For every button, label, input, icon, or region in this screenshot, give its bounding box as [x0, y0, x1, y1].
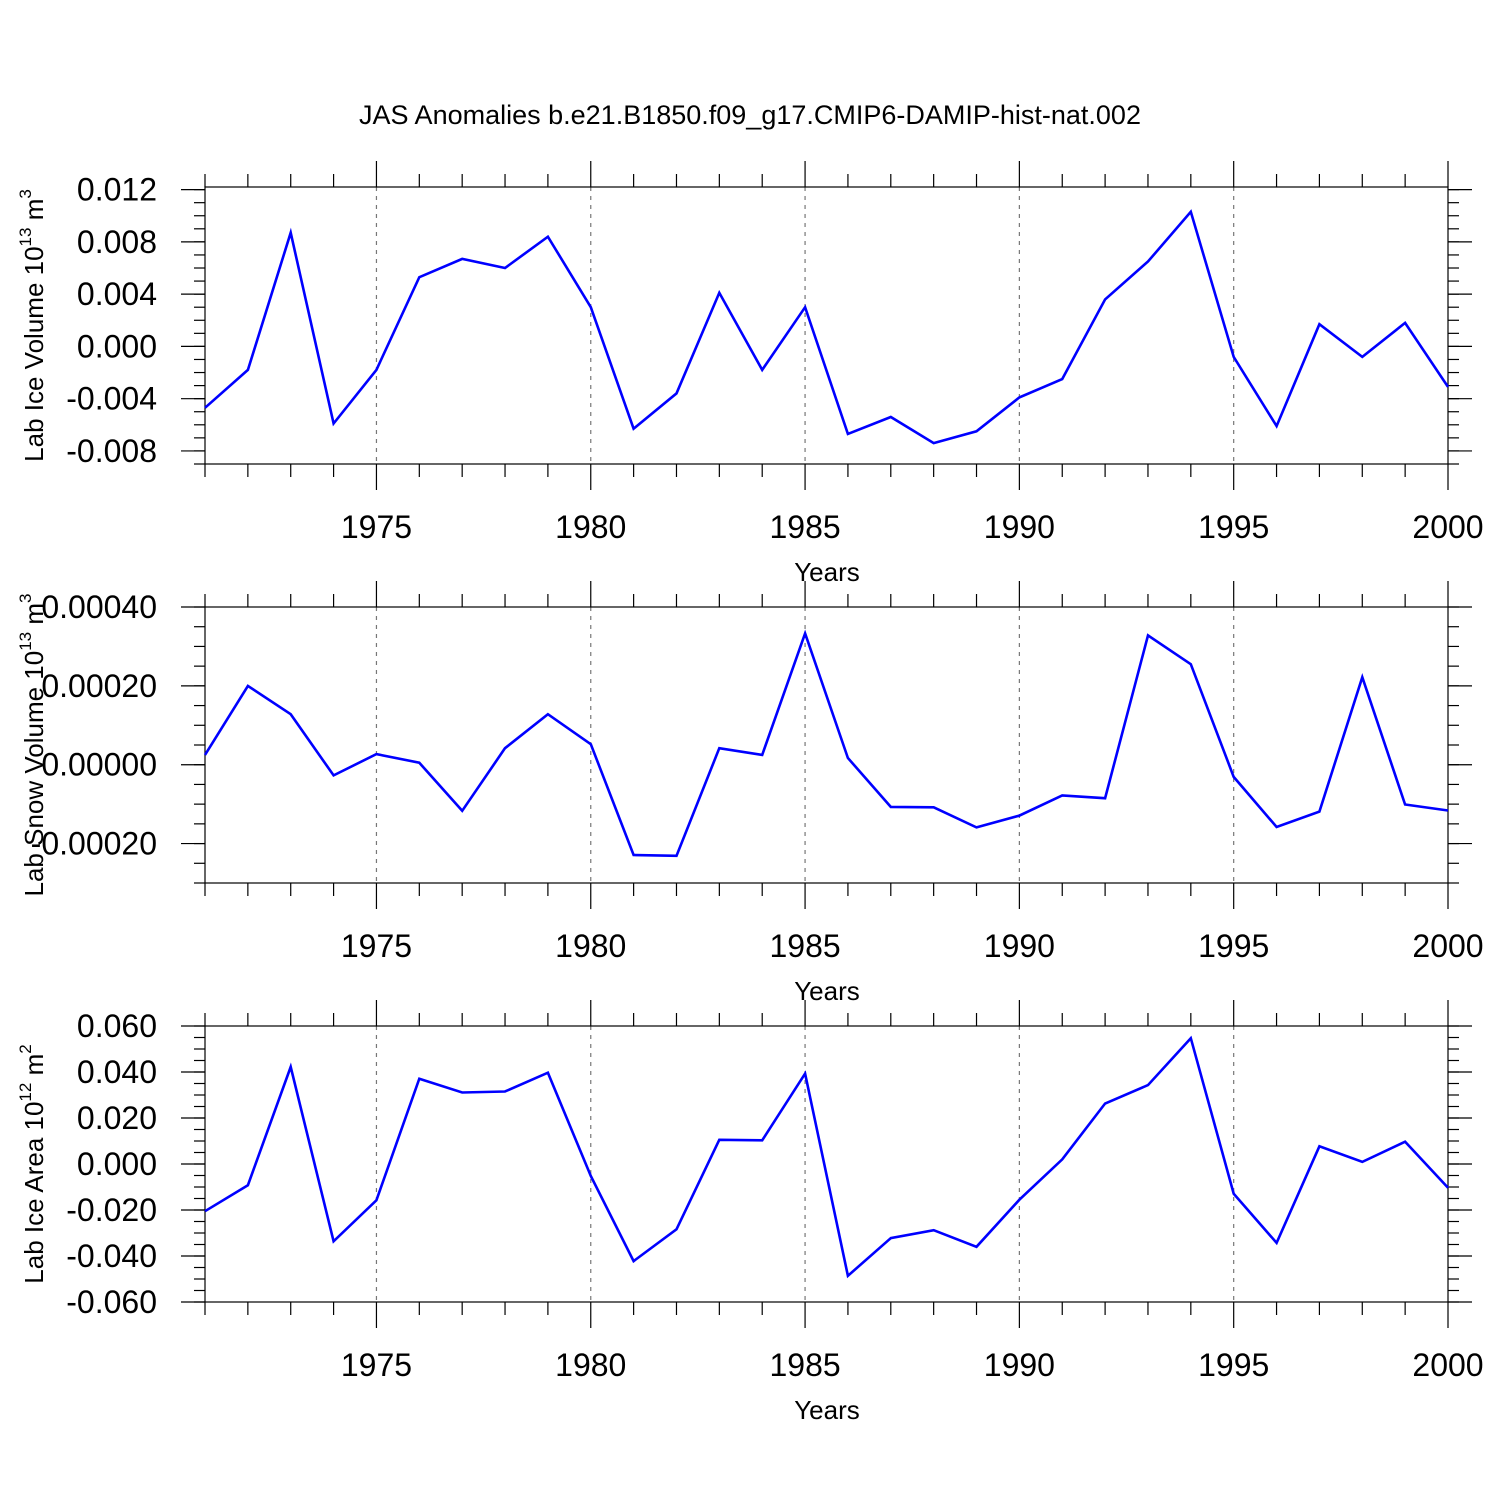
series-line-lab-snow-volume [203, 629, 1449, 858]
y-tick-label: -0.020 [66, 1192, 157, 1228]
y-tick-label: -0.004 [66, 381, 157, 417]
x-tick-label-1995: 1995 [1198, 1347, 1269, 1383]
x-tick-label-1990: 1990 [984, 509, 1055, 545]
x-tick-label-1985: 1985 [769, 928, 840, 964]
y-tick-label: -0.008 [66, 433, 157, 469]
series-line-lab-ice-area [204, 1035, 1449, 1279]
panel-lab-ice-area: 0.060 0.040 0.020 0.000 -0.020 -0.040 -0.060 19… [16, 1000, 1484, 1425]
panel-lab-ice-volume: 0.012 0.008 0.004 0.000 -0.004 -0.008 1975 1980… [16, 161, 1484, 587]
plot-frame [204, 186, 1449, 465]
y-axis-title: Lab Ice Area 1012 m2 [16, 1044, 49, 1283]
x-tick-label-1975: 1975 [341, 928, 412, 964]
plot-frame [204, 1025, 1449, 1303]
x-tick-label-2000: 2000 [1412, 509, 1483, 545]
x-tick-label-1995: 1995 [1198, 509, 1269, 545]
x-tick-label-1990: 1990 [984, 1347, 1055, 1383]
x-tick-label-1985: 1985 [769, 509, 840, 545]
x-tick-label-1980: 1980 [555, 1347, 626, 1383]
x-tick-label-1980: 1980 [555, 509, 626, 545]
y-tick-label: 0.000 [77, 1146, 157, 1182]
y-tick-label: 0.00000 [41, 747, 157, 783]
x-axis-title: Years [794, 1395, 860, 1425]
x-axis-title: Years [794, 976, 860, 1006]
x-tick-label-1980: 1980 [555, 928, 626, 964]
panel-lab-snow-volume: 0.00040 0.00020 0.00000 -0.00020 1975 1980 198… [16, 581, 1484, 1006]
x-tick-label-1975: 1975 [341, 509, 412, 545]
y-tick-label: -0.00020 [31, 826, 157, 862]
series-line-lab-ice-volume [204, 209, 1450, 445]
y-tick-label: -0.060 [66, 1284, 157, 1320]
y-tick-label: 0.004 [77, 276, 157, 312]
x-axis-title: Years [794, 557, 860, 587]
y-axis-title: Lab Snow Volume 1013 m3 [16, 593, 49, 896]
y-tick-label: 0.008 [77, 224, 157, 260]
y-tick-label: 0.00040 [41, 589, 157, 625]
x-tick-label-1985: 1985 [769, 1347, 840, 1383]
x-tick-label-2000: 2000 [1412, 928, 1483, 964]
y-tick-label: 0.060 [77, 1008, 157, 1044]
x-tick-label-1995: 1995 [1198, 928, 1269, 964]
y-tick-label: 0.040 [77, 1054, 157, 1090]
figure-title: JAS Anomalies b.e21.B1850.f09_g17.CMIP6-… [359, 100, 1141, 130]
y-tick-label: 0.020 [77, 1100, 157, 1136]
x-tick-label-2000: 2000 [1412, 1347, 1483, 1383]
y-tick-label: 0.000 [77, 328, 157, 364]
y-axis-title: Lab Ice Volume 1013 m3 [16, 189, 49, 462]
x-tick-label-1975: 1975 [341, 1347, 412, 1383]
y-tick-label: -0.040 [66, 1238, 157, 1274]
x-tick-label-1990: 1990 [984, 928, 1055, 964]
plot-frame [204, 606, 1449, 884]
y-tick-label: 0.00020 [41, 668, 157, 704]
y-tick-label: 0.012 [77, 172, 157, 208]
